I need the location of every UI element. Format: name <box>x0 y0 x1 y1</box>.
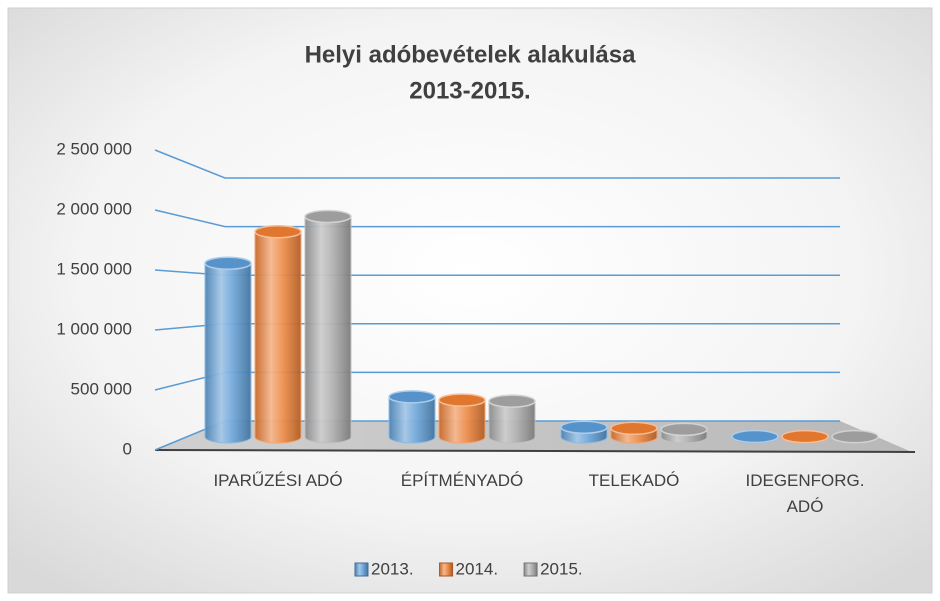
bar-body <box>488 400 536 444</box>
legend-label: 2015. <box>540 559 583 578</box>
grid-line <box>154 149 840 179</box>
grid-line <box>154 209 840 228</box>
bar <box>781 429 829 444</box>
bar-body <box>388 396 436 444</box>
bar-top <box>831 429 879 444</box>
legend-swatch <box>523 562 538 577</box>
bar <box>831 429 879 444</box>
y-tick-label: 500 000 <box>71 379 132 398</box>
bar <box>304 209 352 444</box>
bar-body <box>304 216 352 444</box>
bar-top <box>204 256 252 270</box>
bar-top <box>731 429 779 444</box>
bar-top <box>304 209 352 224</box>
bar-top <box>560 420 608 434</box>
y-tick-label: 1 000 000 <box>56 319 132 338</box>
bar-top <box>660 422 708 437</box>
y-tick-label: 2 500 000 <box>56 139 132 158</box>
chart-title: 2013-2015. <box>409 77 530 104</box>
legend-swatch <box>354 562 369 577</box>
bar-top <box>610 421 658 436</box>
chart-frame <box>7 7 933 594</box>
floor-edge <box>154 449 916 453</box>
bar <box>610 421 658 444</box>
y-tick-label: 1 500 000 <box>56 259 132 278</box>
bar <box>660 422 708 444</box>
legend-swatch <box>439 562 454 577</box>
bar <box>560 420 608 444</box>
bar <box>438 393 486 444</box>
legend-label: 2014. <box>456 559 499 578</box>
bar <box>254 224 302 444</box>
x-tick-label: ÉPÍTMÉNYADÓ <box>400 471 524 490</box>
bar-top <box>438 393 486 407</box>
x-tick-label: IDEGENFORG. ADÓ <box>745 471 865 516</box>
bar-body <box>204 262 252 444</box>
x-tick-label: IPARŰZÉSI ADÓ <box>213 471 343 490</box>
bar <box>204 256 252 444</box>
bar-body <box>438 399 486 444</box>
bar-top <box>781 429 829 444</box>
legend-label: 2013. <box>371 559 414 578</box>
bar-top <box>488 394 536 408</box>
y-tick-label: 2 000 000 <box>56 199 132 218</box>
y-tick-label: 0 <box>123 439 132 458</box>
chart-title: Helyi adóbevételek alakulása <box>305 41 637 68</box>
bar-body <box>254 231 302 444</box>
bar <box>488 394 536 444</box>
bar <box>388 390 436 444</box>
bar <box>731 429 779 444</box>
bar-top <box>254 224 302 239</box>
bar-top <box>388 390 436 404</box>
x-tick-label: TELEKADÓ <box>588 471 680 490</box>
